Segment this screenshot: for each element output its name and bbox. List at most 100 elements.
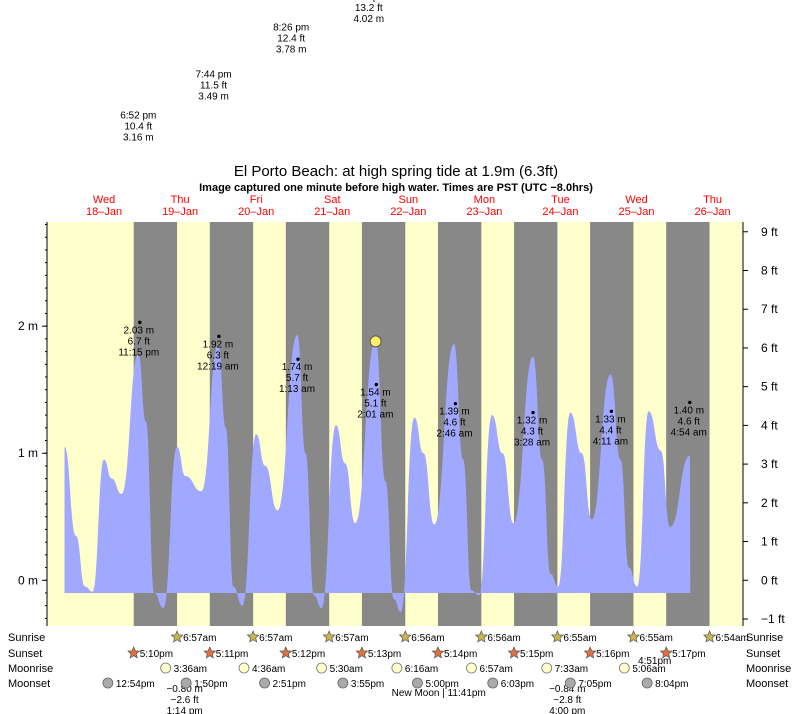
moonrise-icon — [618, 662, 630, 674]
tide-label-feet: 4.6 ft — [443, 418, 465, 429]
sunset-star-icon — [507, 646, 521, 659]
low-tide-feet: −2.8 ft — [553, 695, 581, 706]
high-tide-meters: 3.78 m — [276, 45, 307, 56]
moon-phase-label: New Moon | 11:41pm — [392, 688, 486, 699]
tide-label-dot — [374, 382, 379, 387]
right-axis-tick-label: 0 ft — [761, 573, 778, 587]
moonrise-time: 7:33am — [555, 664, 588, 675]
sunrise-star-icon — [474, 630, 488, 643]
day-date-label: 23–Jan — [466, 206, 502, 218]
sunrise-star-icon — [398, 630, 412, 643]
sunset-time: 5:15pm — [520, 649, 553, 660]
high-tide-time: 9:04 pm — [351, 0, 387, 3]
tide-label-meters: 1.32 m — [517, 416, 548, 427]
right-axis-tick-label: −1 ft — [761, 612, 785, 626]
sunrise-star-icon — [702, 630, 717, 643]
moonset-icon — [180, 677, 192, 689]
high-tide-time: 8:26 pm — [273, 23, 309, 34]
tide-label-time: 4:54 am — [671, 427, 707, 438]
axes: 0 m 1 m 2 m −1 ft 0 ft 1 ft 2 ft 3 ft 4 ft 5 ft 6 … — [18, 222, 785, 626]
moonset-time: 12:54pm — [116, 679, 155, 690]
day-weekday-label: Tue — [551, 194, 570, 206]
sunrise-time: 6:57am — [335, 633, 368, 644]
moonset-icon — [412, 677, 423, 689]
day-date-label: 25–Jan — [618, 206, 654, 218]
tide-label-time: 1:13 am — [279, 384, 315, 395]
right-axis-tick-label: 2 ft — [761, 496, 778, 510]
sunset-time: 5:10pm — [140, 649, 173, 660]
tide-label-feet: 4.6 ft — [678, 416, 700, 427]
tide-label-meters: 1.54 m — [360, 388, 391, 399]
tide-label-time: 2:01 am — [357, 410, 393, 421]
low-tide-meters: −0.84 m — [549, 684, 585, 695]
sunset-star-icon — [583, 646, 597, 659]
sunrise-time: 6:54am — [716, 633, 749, 644]
sunrise-star-icon — [322, 630, 336, 643]
astro-row-label-left: Sunrise — [8, 632, 45, 644]
moonrise-icon — [466, 662, 477, 674]
moonset-time: 5:00pm — [425, 679, 458, 690]
high-tide-time: 6:52 pm — [120, 110, 156, 121]
tide-label-dot — [296, 357, 300, 361]
moonset-time: 3:55pm — [351, 679, 384, 690]
tide-label-time: 3:28 am — [514, 438, 550, 449]
sunset-star-icon — [659, 646, 673, 659]
sunset-time: 5:14pm — [444, 649, 477, 660]
tide-label-time: 4:11 am — [593, 436, 628, 447]
high-tide-feet: 11.5 ft — [200, 81, 227, 92]
moonset-icon — [564, 677, 576, 689]
right-axis-tick-label: 3 ft — [761, 457, 778, 471]
day-date-label: 19–Jan — [162, 206, 198, 218]
astro-row-label-right: Moonrise — [746, 663, 791, 675]
tide-label-dot — [453, 401, 458, 406]
moonset-time: 2:51pm — [273, 679, 306, 690]
moonrise-time: 6:16am — [405, 664, 438, 675]
tide-label-meters: 1.92 m — [203, 339, 234, 350]
moonrise-icon — [316, 662, 327, 674]
day-date-label: 26–Jan — [695, 206, 731, 218]
sunset-time: 5:13pm — [368, 649, 401, 660]
tide-label-meters: 1.33 m — [595, 414, 626, 425]
sunrise-time: 6:57am — [259, 633, 292, 644]
tide-label-time: 2:46 am — [436, 429, 472, 440]
tide-label-meters: 1.40 m — [673, 405, 704, 416]
moonset-icon — [641, 677, 653, 689]
tide-label-feet: 5.1 ft — [364, 399, 386, 410]
moonset-time: 1:50pm — [194, 679, 227, 690]
astro-row-label-left: Moonset — [8, 678, 50, 690]
left-axis-tick-label: 0 m — [18, 573, 38, 587]
day-weekday-label: Fri — [250, 194, 263, 206]
tide-label-dot — [688, 400, 692, 405]
high-tide-meters: 4.02 m — [353, 14, 384, 25]
moonrise-icon — [238, 662, 250, 674]
left-axis-tick-label: 2 m — [18, 319, 38, 333]
sunset-star-icon — [279, 646, 293, 659]
moonset-icon — [337, 677, 349, 689]
sunset-time: 5:11pm — [216, 649, 249, 660]
sunrise-time: 6:56am — [487, 633, 520, 644]
moonrise-icon — [541, 662, 553, 674]
right-axis-tick-label: 5 ft — [761, 380, 778, 394]
sunset-time: 5:16pm — [596, 649, 629, 660]
sunset-star-icon — [127, 646, 141, 659]
moonrise-time: 5:30am — [330, 664, 363, 675]
day-weekday-label: Sat — [324, 194, 341, 206]
astro-row-label-left: Sunset — [8, 648, 42, 660]
tide-area — [64, 335, 691, 612]
tide-label-time: 12:19 am — [197, 361, 239, 372]
sunrise-star-icon — [246, 630, 260, 643]
moonrise-time: 6:57am — [479, 664, 512, 675]
moonset-time: 8:04pm — [655, 679, 688, 690]
day-weekday-label: Wed — [93, 194, 115, 206]
left-axis-tick-label: 1 m — [18, 446, 38, 460]
tide-label-feet: 4.4 ft — [599, 425, 621, 436]
low-tide-time: 1:14 pm — [167, 706, 203, 714]
day-weekday-label: Thu — [703, 194, 722, 206]
moonrise-icon — [391, 662, 403, 674]
right-axis-tick-label: 6 ft — [761, 341, 778, 355]
low-tide-meters: −0.80 m — [166, 684, 202, 695]
moonrise-time: 3:36am — [174, 664, 207, 675]
tide-label-meters: 1.39 m — [439, 407, 470, 418]
right-axis-tick-label: 9 ft — [761, 225, 778, 239]
